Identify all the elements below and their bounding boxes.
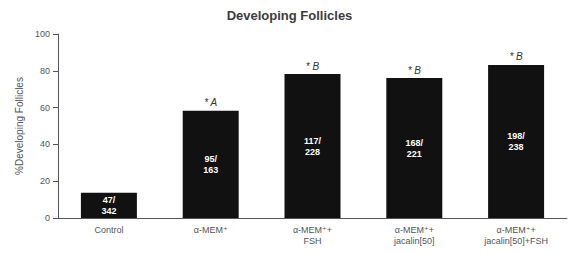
svg-text:60: 60 bbox=[40, 103, 50, 113]
svg-text:jacalin[50]: jacalin[50] bbox=[393, 236, 435, 246]
svg-text:80: 80 bbox=[40, 66, 50, 76]
svg-text:* B: * B bbox=[408, 65, 422, 76]
svg-text:α-MEM⁺+: α-MEM⁺+ bbox=[293, 225, 332, 235]
svg-text:168/: 168/ bbox=[406, 138, 424, 148]
svg-text:163: 163 bbox=[203, 165, 218, 175]
svg-text:228: 228 bbox=[305, 147, 320, 157]
svg-text:47/: 47/ bbox=[103, 195, 116, 205]
svg-text:* A: * A bbox=[204, 97, 217, 108]
svg-text:* B: * B bbox=[306, 61, 320, 72]
svg-text:α-MEM⁺: α-MEM⁺ bbox=[194, 225, 228, 235]
svg-text:221: 221 bbox=[407, 149, 422, 159]
svg-text:198/: 198/ bbox=[507, 131, 525, 141]
svg-text:117/: 117/ bbox=[304, 136, 322, 146]
svg-text:%Developing Follicles: %Developing Follicles bbox=[14, 77, 25, 175]
svg-text:40: 40 bbox=[40, 139, 50, 149]
svg-text:0: 0 bbox=[45, 213, 50, 223]
svg-text:Control: Control bbox=[94, 225, 123, 235]
svg-text:jacalin[50]+FSH: jacalin[50]+FSH bbox=[483, 236, 548, 246]
svg-text:α-MEM⁺+: α-MEM⁺+ bbox=[496, 225, 535, 235]
svg-text:342: 342 bbox=[101, 206, 116, 216]
svg-text:20: 20 bbox=[40, 176, 50, 186]
svg-text:95/: 95/ bbox=[204, 154, 217, 164]
svg-text:100: 100 bbox=[35, 29, 50, 39]
svg-text:* B: * B bbox=[509, 51, 523, 62]
svg-text:238: 238 bbox=[509, 142, 524, 152]
svg-text:α-MEM⁺+: α-MEM⁺+ bbox=[395, 225, 434, 235]
svg-text:Developing Follicles: Developing Follicles bbox=[227, 8, 353, 23]
svg-text:FSH: FSH bbox=[304, 236, 322, 246]
